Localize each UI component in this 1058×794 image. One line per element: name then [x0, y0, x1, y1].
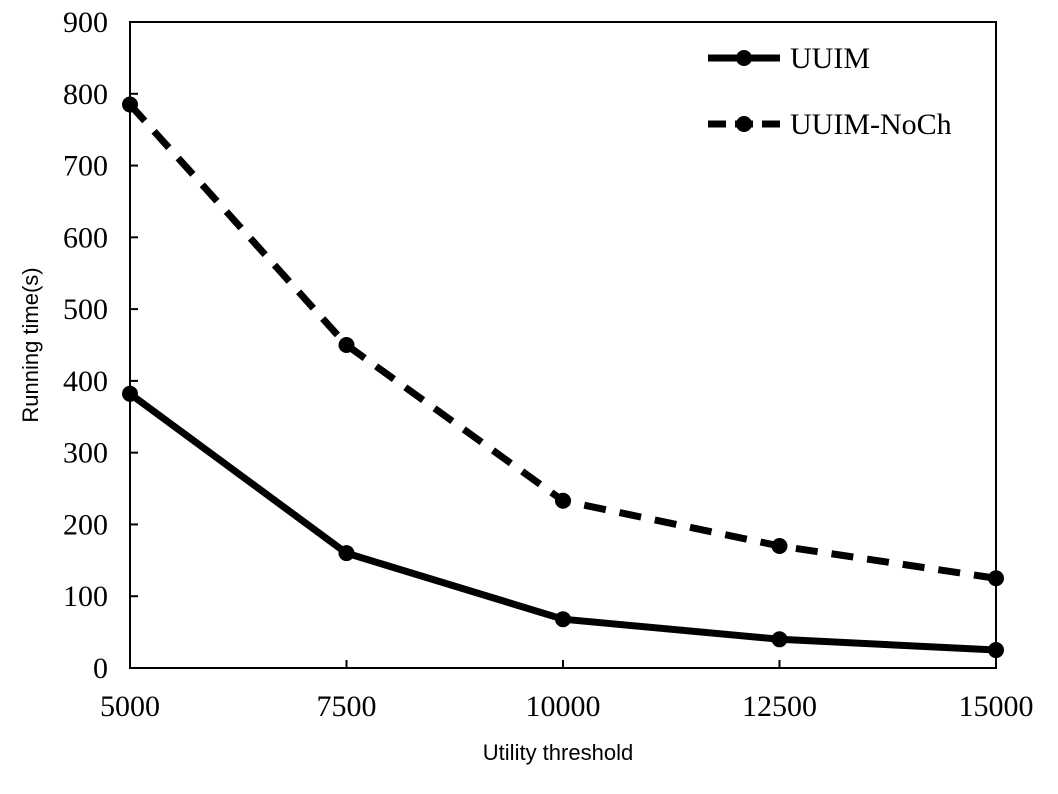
data-point-uuim [988, 642, 1004, 659]
y-tick-label: 400 [63, 365, 108, 398]
series-layer [122, 96, 1004, 659]
x-axis-label: Utility threshold [483, 740, 633, 765]
legend-label-uuim: UUIM [790, 42, 870, 75]
x-tick-label: 15000 [959, 690, 1034, 723]
legend-marker-uuim-noch [736, 116, 752, 132]
data-point-uuim [338, 545, 355, 562]
data-point-uuim-noch [555, 492, 571, 509]
data-point-uuim [771, 631, 788, 648]
data-point-uuim-noch [338, 337, 355, 353]
x-tick-label: 7500 [317, 690, 377, 723]
data-point-uuim [555, 611, 571, 628]
legend-label-uuim-noch: UUIM-NoCh [790, 108, 952, 141]
data-point-uuim [122, 385, 138, 402]
x-axis-ticks: 5000 7500 10000 12500 15000 [100, 660, 1034, 723]
y-axis-label: Running time(s) [18, 267, 43, 422]
legend: UUIM UUIM-NoCh [708, 42, 952, 141]
y-tick-label: 600 [63, 221, 108, 254]
x-tick-label: 10000 [526, 690, 601, 723]
data-point-uuim-noch [771, 537, 788, 554]
y-tick-label: 900 [63, 6, 108, 39]
y-tick-label: 100 [63, 580, 108, 613]
y-tick-label: 800 [63, 78, 108, 111]
y-axis-ticks: 0 100 200 300 400 500 600 700 800 900 [63, 6, 138, 685]
y-tick-label: 500 [63, 293, 108, 326]
data-point-uuim-noch [988, 570, 1004, 587]
legend-marker-uuim [736, 50, 752, 66]
x-tick-label: 5000 [100, 690, 160, 723]
y-tick-label: 300 [63, 437, 108, 470]
x-tick-label: 12500 [742, 690, 817, 723]
y-tick-label: 700 [63, 150, 108, 183]
y-tick-label: 200 [63, 508, 108, 541]
y-tick-label: 0 [93, 652, 108, 685]
data-point-uuim-noch [122, 96, 138, 113]
